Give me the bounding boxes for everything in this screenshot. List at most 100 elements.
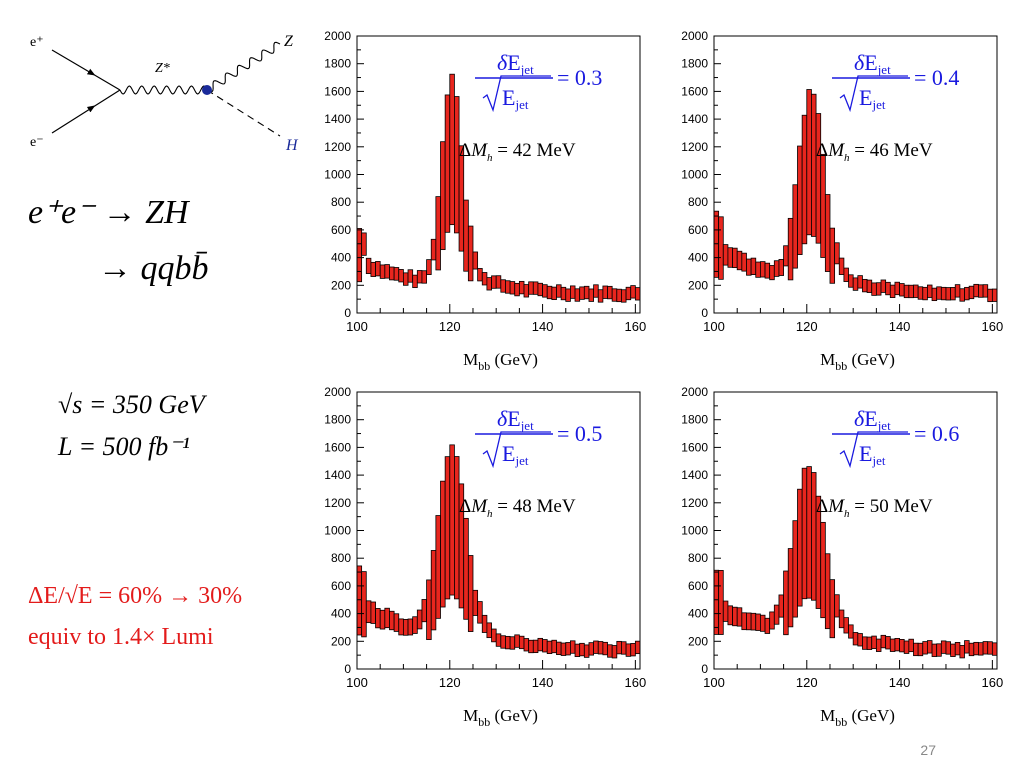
- y-tick-label: 1600: [681, 440, 708, 454]
- luminosity-line: L = 500 fb⁻¹: [58, 432, 190, 461]
- histogram-bin: [481, 614, 488, 633]
- page-number: 27: [920, 742, 936, 758]
- histogram-bin: [917, 642, 924, 657]
- x-tick-label: 100: [346, 675, 368, 690]
- histogram-bin: [532, 281, 539, 295]
- histogram-bin: [361, 571, 367, 638]
- histogram-bin: [917, 286, 924, 300]
- histogram-bin: [384, 264, 390, 279]
- feynman-diagram: e⁺ e⁻ Z* Z H: [30, 33, 299, 154]
- histogram-bin: [982, 284, 989, 298]
- mass-resolution-label: ΔMh = 48 MeV: [459, 496, 576, 520]
- histogram-bin: [987, 288, 993, 303]
- x-tick-label: 140: [889, 675, 911, 690]
- histogram-bin: [991, 288, 998, 302]
- histogram-bin: [486, 622, 492, 639]
- y-tick-label: 2000: [324, 29, 351, 43]
- histogram-bin: [954, 641, 961, 656]
- histogram-bin: [370, 261, 376, 277]
- y-tick-label: 200: [331, 278, 351, 292]
- histogram-bin: [922, 641, 928, 655]
- histogram-bin: [509, 636, 516, 650]
- x-tick-label: 120: [796, 319, 818, 334]
- histogram-bin: [783, 245, 789, 267]
- incoming-positron-line: [51, 49, 121, 91]
- x-axis-label: Mbb (GeV): [463, 350, 538, 373]
- histogram-bin: [370, 601, 376, 624]
- histogram-bin: [769, 611, 775, 630]
- histogram-bin: [546, 640, 553, 654]
- histogram-bin: [463, 517, 469, 620]
- histogram-bin: [402, 618, 409, 636]
- histogram-bin: [597, 641, 604, 655]
- svg-text:Ejet: Ejet: [859, 85, 886, 112]
- histogram-bin: [630, 285, 636, 299]
- x-tick-label: 160: [982, 319, 1004, 334]
- histogram-bin: [889, 638, 896, 652]
- x-tick-label: 160: [625, 675, 647, 690]
- resolution-label: δEjet Ejet = 0.6: [832, 406, 959, 469]
- histogram-bin: [509, 281, 516, 295]
- histogram-bin: [759, 261, 766, 278]
- mass-resolution-label: ΔMh = 46 MeV: [816, 140, 933, 164]
- histogram-bin: [407, 618, 414, 636]
- histogram-bin: [755, 261, 761, 278]
- histogram-bin: [880, 279, 887, 293]
- energy-line: √s = 350 GeV: [58, 390, 205, 419]
- histogram-bin: [625, 286, 632, 301]
- y-tick-label: 1600: [324, 84, 351, 98]
- histogram-bin: [764, 262, 771, 279]
- histogram-bin: [634, 640, 641, 655]
- histogram-bin: [537, 282, 543, 297]
- histogram-bin: [477, 601, 483, 624]
- histogram-bin: [602, 641, 608, 656]
- histogram-bin: [528, 639, 534, 654]
- histogram-bin: [621, 289, 627, 303]
- y-tick-label: 600: [688, 223, 708, 237]
- histogram-bin: [444, 94, 451, 233]
- histogram-bin: [843, 267, 849, 282]
- histogram-bin: [426, 579, 432, 641]
- y-tick-label: 400: [688, 607, 708, 621]
- histogram-bin: [820, 521, 826, 619]
- histogram-bin: [523, 638, 530, 652]
- histogram-bin: [783, 570, 789, 636]
- y-tick-label: 1400: [324, 468, 351, 482]
- histogram-bin: [838, 257, 845, 275]
- lumi-equivalence-note: equiv to 1.4× Lumi: [28, 624, 214, 650]
- histogram-bin: [361, 232, 367, 256]
- histogram-bin: [778, 594, 784, 618]
- histogram-bin: [931, 643, 938, 657]
- histogram-bin: [514, 282, 520, 297]
- label-eminus: e⁻: [30, 135, 44, 150]
- label-zstar: Z*: [155, 61, 170, 76]
- histogram-bin: [379, 264, 386, 279]
- y-tick-label: 0: [701, 662, 708, 676]
- histogram-bin: [787, 217, 794, 281]
- svg-text:δEjet: δEjet: [497, 406, 534, 433]
- histogram-bin: [875, 638, 882, 652]
- histogram-bin: [811, 472, 817, 601]
- histogram-panel-3: 0 200 400 600 800 1000 1200 1400 1600 1800 2000 100…: [305, 384, 655, 734]
- svg-text:Ejet: Ejet: [859, 441, 886, 468]
- vertex-dot: [202, 85, 212, 95]
- histogram-bin: [412, 616, 418, 634]
- histogram-bin: [987, 641, 993, 655]
- histogram-bin: [481, 272, 488, 286]
- y-tick-label: 2000: [681, 29, 708, 43]
- histogram-bin: [792, 520, 798, 618]
- x-tick-label: 140: [532, 319, 554, 334]
- histogram-bin: [574, 288, 581, 302]
- histogram-bin: [727, 605, 733, 626]
- y-tick-label: 1200: [681, 140, 708, 154]
- resolution-label: δEjet Ejet = 0.5: [475, 406, 602, 469]
- histogram-bin: [982, 641, 989, 655]
- svg-text:= 0.5: = 0.5: [557, 421, 602, 446]
- histogram-bin: [880, 634, 887, 649]
- histogram-bin: [500, 279, 506, 293]
- histogram-bin: [630, 643, 636, 657]
- histogram-bin: [713, 569, 720, 635]
- histogram-bin: [857, 275, 863, 289]
- histogram-bin: [551, 286, 557, 301]
- histogram-bin: [875, 282, 882, 296]
